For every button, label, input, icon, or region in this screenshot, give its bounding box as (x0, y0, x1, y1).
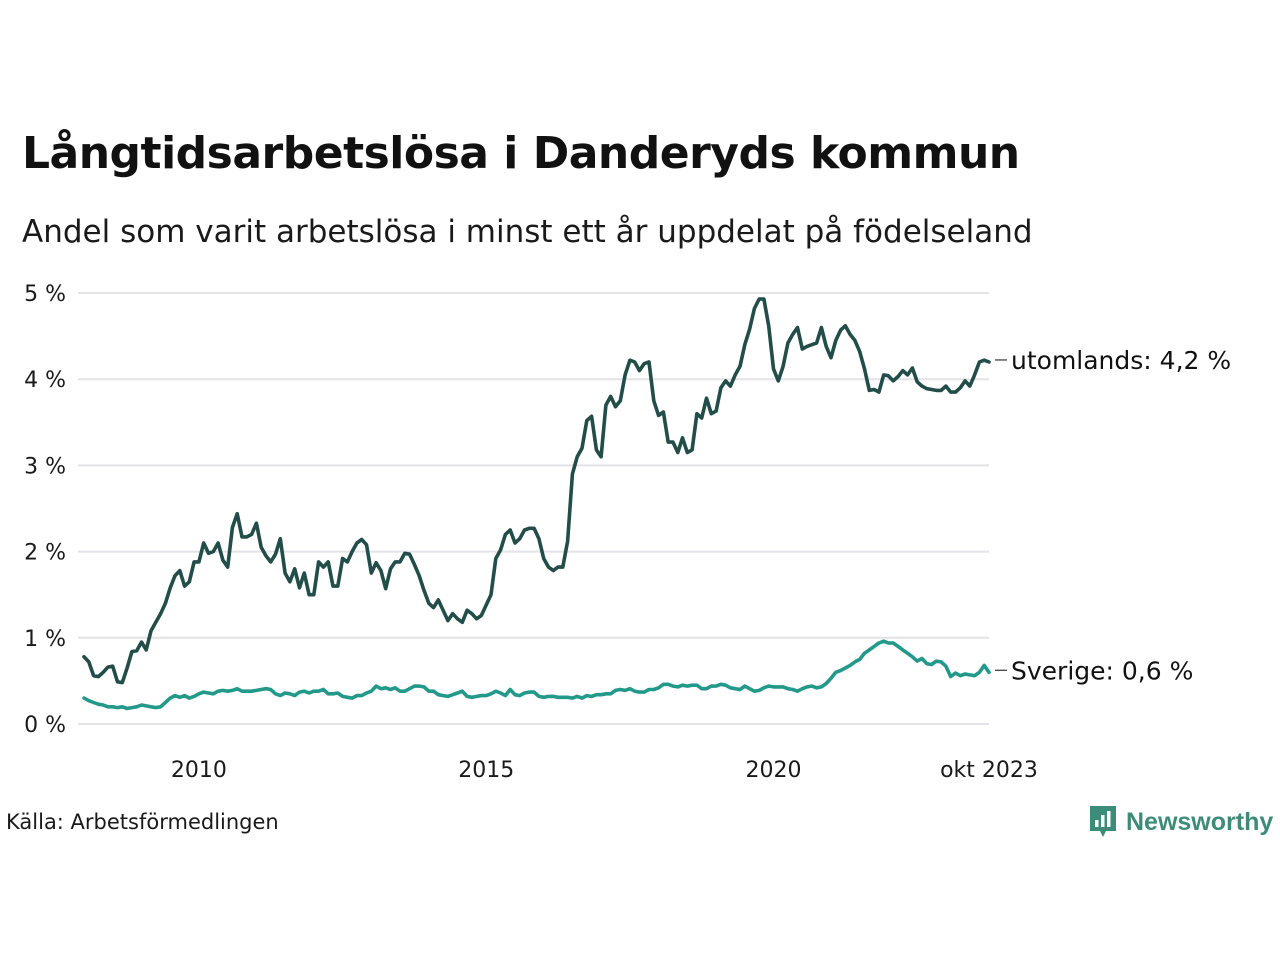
chart-title: Långtidsarbetslösa i Danderyds kommun (22, 128, 1020, 179)
series-line-sverige (82, 639, 991, 711)
y-tick-label: 0 % (24, 713, 66, 738)
x-tick-label: okt 2023 (940, 758, 1038, 783)
y-tick-label: 2 % (24, 541, 66, 566)
x-axis-ticks: 2010 2015 2020 okt 2023 (171, 758, 1038, 783)
source-note: Källa: Arbetsförmedlingen (6, 810, 279, 834)
newsworthy-logo-icon (1090, 806, 1116, 837)
y-tick-label: 5 % (24, 282, 66, 307)
y-tick-label: 3 % (24, 454, 66, 479)
gridlines (78, 292, 989, 725)
x-tick-label: 2015 (458, 758, 514, 783)
y-tick-label: 4 % (24, 368, 66, 393)
y-tick-label: 1 % (24, 627, 66, 652)
x-tick-label: 2010 (171, 758, 227, 783)
series-end-label: Sverige: 0,6 % (1011, 656, 1193, 685)
series-end-labels: utomlands: 4,2 % Sverige: 0,6 % (995, 346, 1231, 685)
chart-subtitle: Andel som varit arbetslösa i minst ett å… (22, 214, 1033, 250)
series-lines (82, 297, 991, 711)
brand-name: Newsworthy (1126, 807, 1274, 836)
series-line-utomlands (82, 297, 991, 685)
y-axis-ticks: 0 % 1 % 2 % 3 % 4 % 5 % (24, 282, 66, 738)
line-chart: 0 %1 %2 %3 %4 %5 % 2010 2015 2020 okt 2023 … (24, 282, 1231, 783)
series-end-label: utomlands: 4,2 % (1011, 346, 1231, 375)
x-tick-label: 2020 (746, 758, 802, 783)
brand-logo: Newsworthy (1088, 804, 1273, 840)
